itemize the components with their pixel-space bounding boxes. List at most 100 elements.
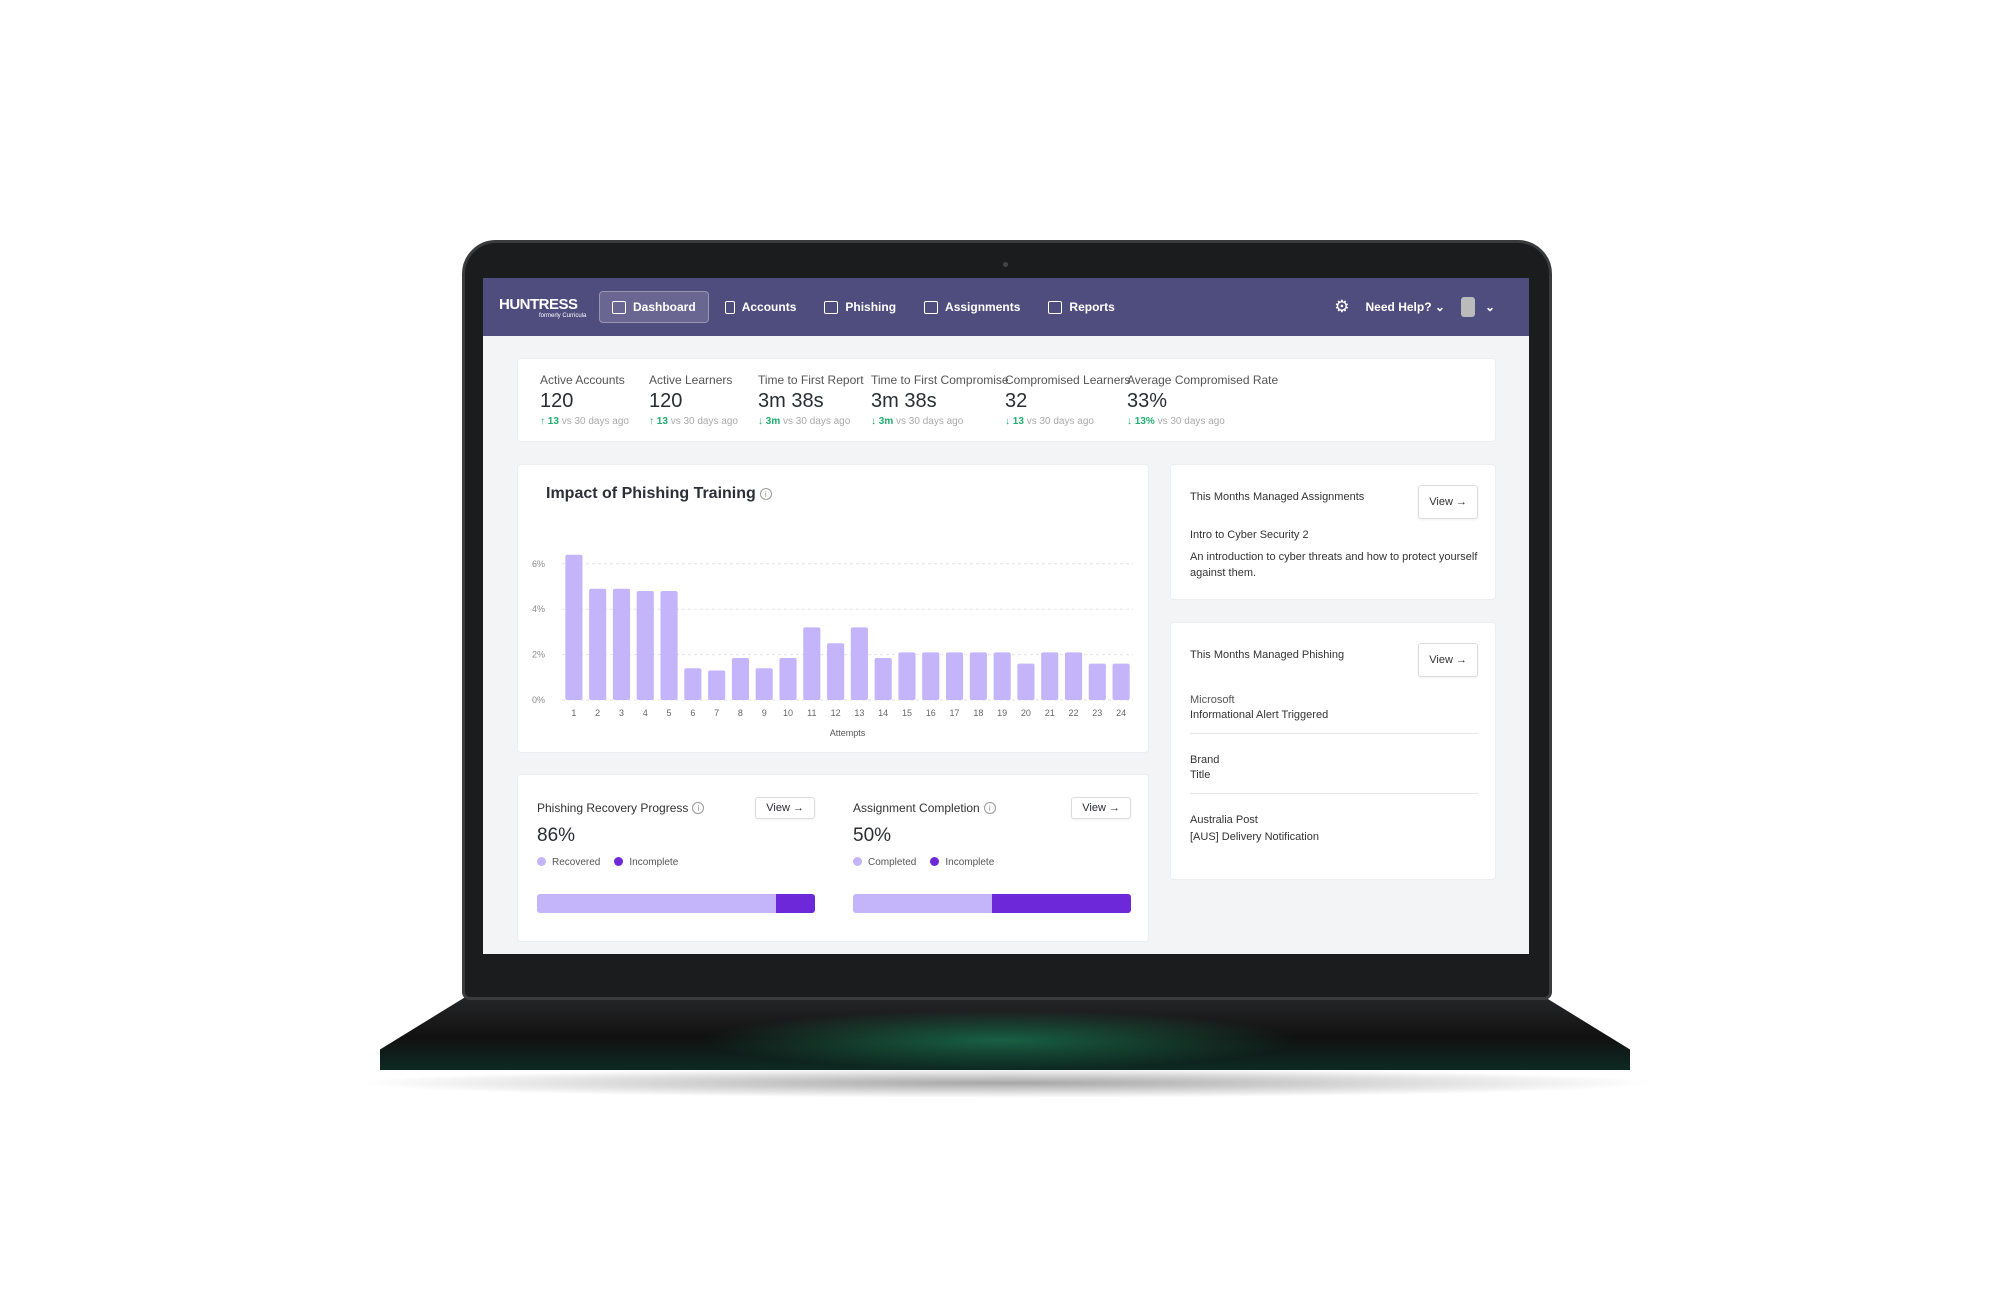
nav-accounts[interactable]: Accounts [713,292,809,322]
stat-label: Time to First Compromise [871,373,1009,387]
x-tick-label: 14 [878,708,888,718]
bar-attempt-6[interactable] [684,668,702,700]
bar-attempt-2[interactable] [589,588,607,700]
x-tick-label: 12 [831,708,841,718]
x-tick-label: 13 [854,708,864,718]
stat-label: Compromised Learners [1005,373,1131,387]
stat-average-compromised-rate: Average Compromised Rate 33% ↓ 13% vs 30… [1127,373,1278,427]
info-icon[interactable]: i [983,802,996,814]
view-recovery-button[interactable]: View → [755,797,815,819]
stat-value: 3m 38s [871,390,937,412]
stat-label: Time to First Report [758,373,864,387]
bar-attempt-11[interactable] [803,627,821,700]
huntress-logo[interactable]: HUNTRESS formerly Curricula [499,295,587,319]
x-tick-label: 7 [714,708,719,718]
info-icon[interactable]: i [759,487,772,500]
completion-percent: 50% [853,825,892,846]
gear-icon[interactable]: ⚙ [1334,297,1350,316]
managed-phishing-card: This Months Managed Phishing View → Micro… [1170,622,1496,880]
legend-recovered: Recovered [537,857,600,868]
laptop-shadow [350,1068,1660,1098]
view-assignments-button[interactable]: View → [1418,485,1478,519]
folder-icon [924,300,939,314]
chevron-down-icon: ⌄ [1434,300,1445,314]
bar-attempt-22[interactable] [1064,652,1083,700]
bar-attempt-15[interactable] [898,652,916,700]
bar-attempt-23[interactable] [1088,663,1106,700]
top-nav: HUNTRESS formerly Curricula Dashboard Ac… [483,278,1529,336]
bar-attempt-7[interactable] [708,670,726,700]
stat-active-learners: Active Learners 120 ↑ 13 vs 30 days ago [649,373,738,427]
stat-delta: ↓ 13% vs 30 days ago [1127,416,1225,427]
arrow-down-icon: ↓ [871,416,876,427]
bar-attempt-3[interactable] [612,588,631,700]
bar-attempt-24[interactable] [1112,663,1130,700]
bar-attempt-16[interactable] [922,652,940,700]
x-tick-label: 8 [738,708,743,718]
x-tick-label: 24 [1116,708,1126,718]
need-help-dropdown[interactable]: Need Help? ⌄ [1365,300,1445,314]
nav-assignments[interactable]: Assignments [912,292,1032,322]
bar-attempt-9[interactable] [755,668,773,700]
x-tick-label: 11 [807,708,816,718]
x-tick-label: 23 [1092,708,1102,718]
stat-delta: ↓ 13 vs 30 days ago [1005,416,1094,427]
bar-attempt-13[interactable] [850,627,868,700]
y-tick-label: 6% [532,559,545,569]
dashboard-icon [612,300,626,314]
stat-value: 32 [1005,390,1028,412]
user-menu[interactable]: ⌄ [1460,297,1495,317]
managed-assignments-card: This Months Managed Assignments View → In… [1170,464,1496,600]
x-tick-label: 16 [926,708,936,718]
nav-dashboard[interactable]: Dashboard [599,291,709,323]
view-completion-button[interactable]: View → [1071,797,1131,819]
phishing-item[interactable]: Microsoft Informational Alert Triggered [1190,693,1478,734]
bar-attempt-12[interactable] [827,643,845,700]
table-icon [1048,300,1063,314]
stat-time-to-first-report: Time to First Report 3m 38s ↓ 3m vs 30 d… [758,373,864,427]
assignment-name[interactable]: Intro to Cyber Security 2 [1190,529,1309,541]
bar-attempt-18[interactable] [969,652,987,700]
bar-attempt-8[interactable] [731,658,750,700]
x-tick-label: 9 [762,708,767,718]
info-icon[interactable]: i [692,802,705,814]
stat-value: 3m 38s [758,390,824,412]
progress-card: Phishing Recovery Progress i View → 86% R… [517,774,1149,942]
x-tick-label: 21 [1045,708,1055,718]
bar-attempt-20[interactable] [1017,663,1035,700]
phishing-impact-chart-card: Impact of Phishing Training i 0% 2% 4% 6% 1 2 3… [517,464,1149,753]
nav-phishing[interactable]: Phishing [812,292,908,322]
x-tick-label: 5 [667,708,672,718]
phishing-item[interactable]: Brand Title [1190,753,1478,794]
bar-chart: 0%2%4%6%1 2 3 4 5 6 7 8 9 10 11 12 13 14 15 16 17 18 19 20 2… [532,554,1133,738]
bar-attempt-1[interactable] [565,554,583,700]
stat-label: Average Compromised Rate [1127,373,1279,387]
x-tick-label: 20 [1021,708,1031,718]
legend-incomplete: Incomplete [614,857,678,868]
bar-attempt-17[interactable] [945,652,964,700]
stat-delta: ↑ 13 vs 30 days ago [540,416,629,427]
nav-reports[interactable]: Reports [1036,292,1126,322]
laptop-screen: HUNTRESS formerly Curricula Dashboard Ac… [483,278,1529,954]
mail-icon [824,300,839,314]
recovery-percent: 86% [537,825,576,846]
x-tick-label: 3 [619,708,624,718]
y-tick-label: 0% [532,695,545,705]
legend-completed: Completed [853,857,916,868]
x-axis-label: Attempts [830,728,866,738]
bar-attempt-21[interactable] [1041,652,1059,700]
bar-attempt-5[interactable] [660,591,678,700]
bar-attempt-4[interactable] [636,591,654,700]
completed-segment [853,894,992,913]
x-tick-label: 1 [571,708,576,718]
bar-attempt-19[interactable] [993,652,1011,700]
bar-attempt-10[interactable] [779,658,797,700]
phishing-recovery-progress: Phishing Recovery Progress i View → 86% R… [537,797,815,913]
bar-attempt-14[interactable] [874,658,892,700]
view-phishing-button[interactable]: View → [1418,643,1478,677]
stat-delta: ↓ 3m vs 30 days ago [871,416,964,427]
phishing-item[interactable]: Australia Post [AUS] Delivery Notificatio… [1190,814,1319,843]
completion-progress-bar [853,894,1131,913]
stat-value: 33% [1127,390,1168,412]
incomplete-segment [992,894,1131,913]
